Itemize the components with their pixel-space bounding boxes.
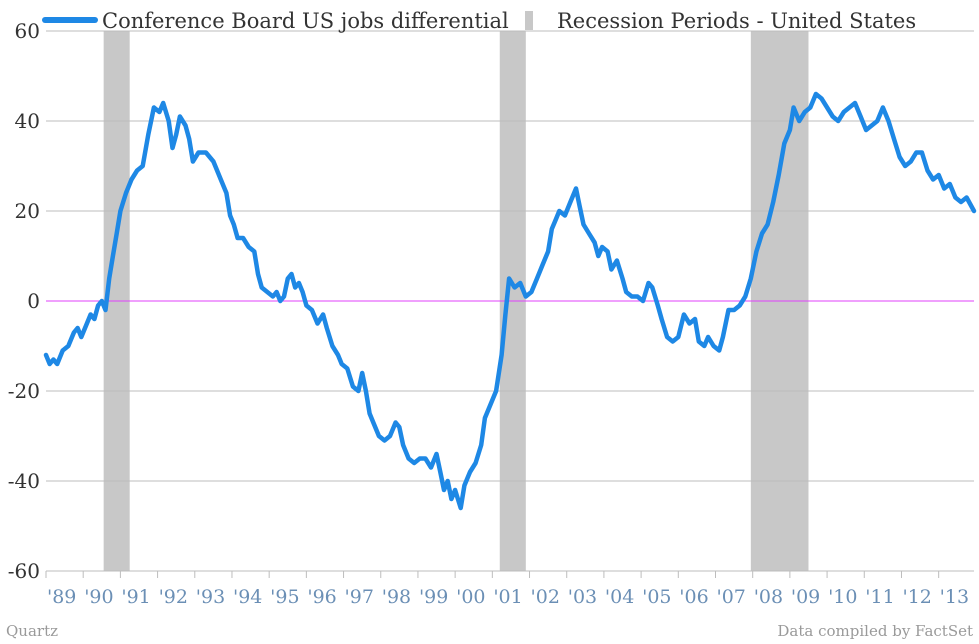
- series-line-1: [43, 91, 977, 511]
- x-tick-label: '06: [679, 586, 708, 608]
- y-axis-ticks: 60 40 20 0 -20 -40 -60: [8, 19, 40, 583]
- x-tick-label: '00: [456, 586, 485, 608]
- x-tick-label: '13: [940, 586, 969, 608]
- x-tick-label: '10: [828, 586, 857, 608]
- x-tick-label: '98: [382, 586, 411, 608]
- x-tick-label: '02: [531, 586, 560, 608]
- x-tick-label: '90: [84, 586, 113, 608]
- x-tick-label: '11: [865, 586, 894, 608]
- y-tick-label: 0: [27, 289, 40, 313]
- x-tick-label: '94: [233, 586, 262, 608]
- legend-recession-label: Recession Periods - United States: [557, 9, 916, 33]
- y-tick-label: -20: [8, 379, 40, 403]
- y-tick-label: -60: [8, 559, 40, 583]
- x-tick-label: '95: [270, 586, 299, 608]
- legend: Conference Board US jobs differential Re…: [42, 9, 916, 33]
- x-tick-label: '03: [568, 586, 597, 608]
- x-tick-label: '09: [791, 586, 820, 608]
- x-tick-label: '93: [196, 586, 225, 608]
- footer-source-right: Data compiled by FactSet: [777, 622, 973, 640]
- y-tick-label: 40: [15, 109, 40, 133]
- grid-lines: [46, 30, 974, 572]
- y-tick-label: 60: [15, 19, 40, 43]
- x-tick-label: '05: [642, 586, 671, 608]
- y-tick-label: -40: [8, 469, 40, 493]
- x-tick-label: '96: [307, 586, 336, 608]
- x-tick-label: '04: [605, 586, 634, 608]
- footer-source-left: Quartz: [6, 622, 58, 640]
- x-tick-label: '89: [47, 586, 76, 608]
- x-tick-label: '91: [121, 586, 150, 608]
- x-tick-label: '12: [902, 586, 931, 608]
- x-tick-label: '97: [345, 586, 374, 608]
- legend-recession-swatch: [525, 11, 533, 30]
- x-tick-label: '07: [716, 586, 745, 608]
- y-tick-label: 20: [15, 199, 40, 223]
- series-lines: [43, 91, 977, 511]
- x-tick-label: '99: [419, 586, 448, 608]
- legend-series-label: Conference Board US jobs differential: [102, 9, 509, 33]
- x-axis-ticks: '89 '90 '91 '92 '93 '94 '95 '96 '97 '98 '99 '00 '01 '…: [45, 571, 969, 608]
- x-tick-label: '92: [159, 586, 188, 608]
- x-tick-label: '01: [493, 586, 522, 608]
- x-tick-label: '08: [754, 586, 783, 608]
